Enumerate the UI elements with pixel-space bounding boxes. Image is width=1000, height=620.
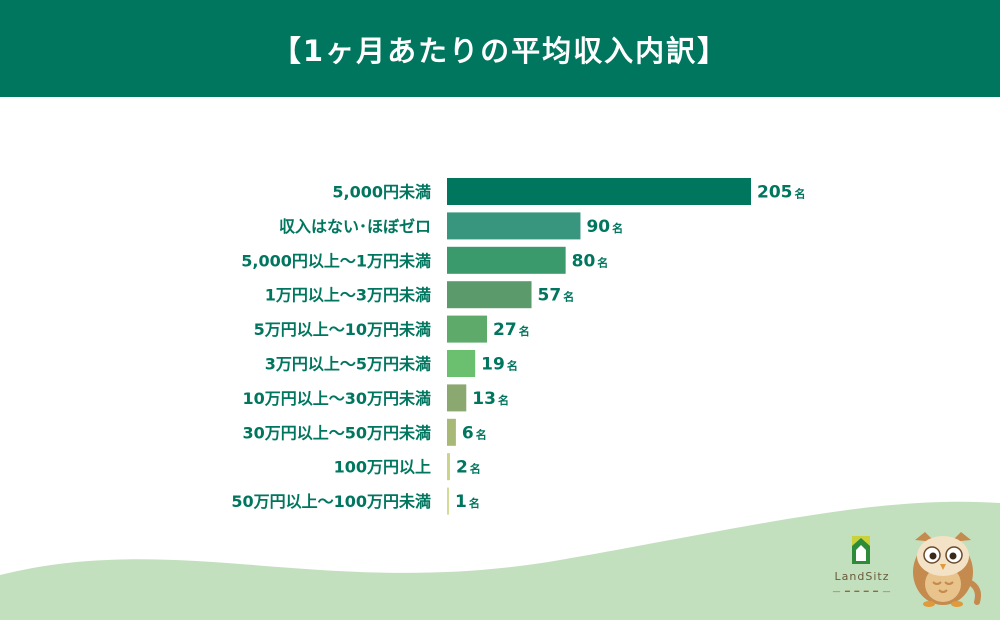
bar: [447, 453, 450, 481]
data-label: 205 名: [757, 183, 806, 203]
data-label: 90 名: [586, 217, 623, 237]
category-label: 100万円以上: [334, 458, 431, 477]
category-label: 5,000円以上〜1万円未満: [241, 251, 431, 270]
bar: [447, 350, 476, 377]
data-label: 57 名: [538, 286, 575, 306]
bar: [447, 281, 532, 309]
data-label: 80 名: [572, 251, 609, 271]
category-label: 1万円以上〜3万円未満: [265, 286, 431, 305]
category-label: 30万円以上〜50万円未満: [242, 423, 431, 442]
category-label: 50万円以上〜100万円未満: [231, 492, 431, 511]
logo-tagline-decoration: — ━ ━ ━ ━ —: [832, 587, 892, 596]
house-icon: [852, 536, 870, 564]
data-label: 27 名: [493, 320, 530, 340]
bar: [447, 384, 467, 412]
bar: [447, 212, 581, 240]
bar: [447, 178, 751, 205]
landsitz-logo: LandSitz — ━ ━ ━ ━ —: [822, 530, 902, 605]
category-label: 5万円以上〜10万円未満: [254, 320, 431, 339]
data-label: 19 名: [481, 355, 518, 375]
bar: [447, 418, 456, 446]
owl-icon: [913, 532, 981, 607]
page-title: 【1ヶ月あたりの平均収入内訳】: [271, 33, 729, 68]
bar: [447, 315, 488, 343]
data-label: 13 名: [472, 389, 509, 409]
category-label: 収入はない･ほぼゼロ: [279, 217, 431, 236]
category-label: 3万円以上〜5万円未満: [265, 355, 431, 374]
category-label: 10万円以上〜30万円未満: [242, 389, 431, 408]
logo-wordmark: LandSitz: [834, 570, 890, 583]
category-label: 5,000円未満: [332, 183, 431, 202]
bar: [447, 246, 566, 274]
header-banner: 【1ヶ月あたりの平均収入内訳】: [0, 0, 1000, 97]
bar: [447, 487, 449, 515]
